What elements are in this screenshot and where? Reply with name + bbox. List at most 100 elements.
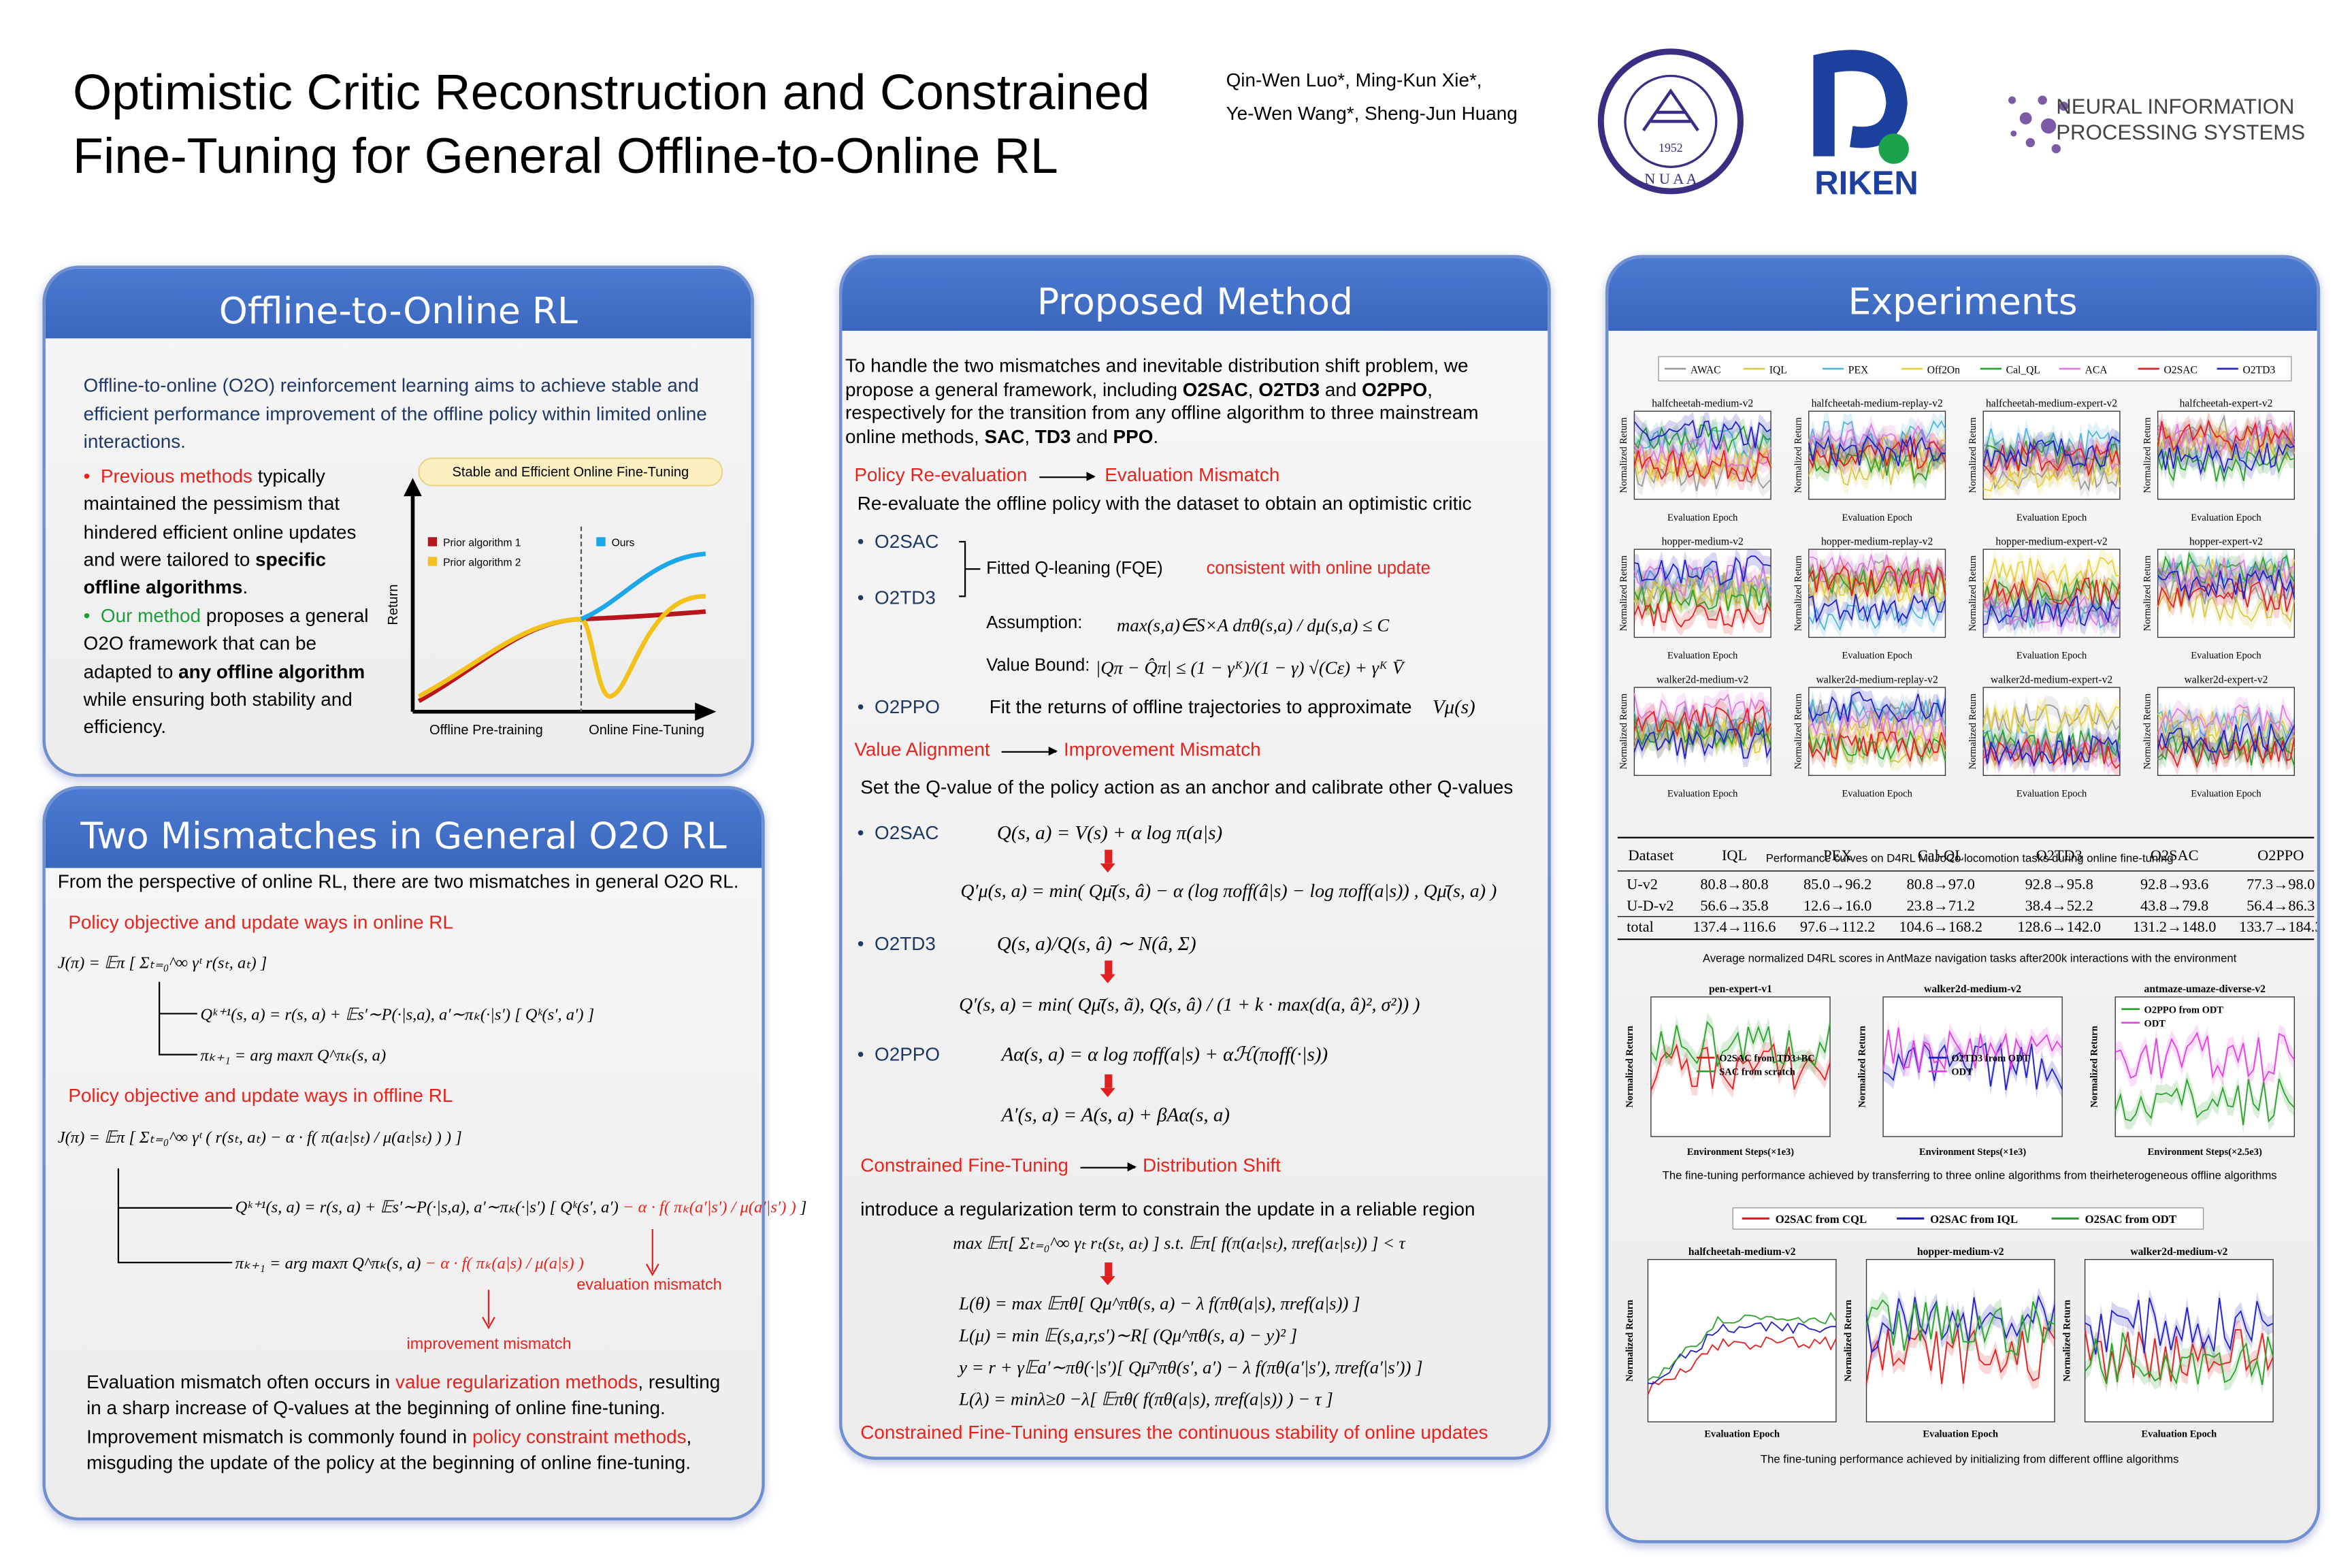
x-label: Evaluation Epoch [1842,651,1912,662]
curve-band [2157,696,2295,745]
curve [1982,577,2121,608]
curve [1808,691,1946,723]
plot-title: pen-expert-v1 [1709,983,1772,995]
curve-band [1808,591,1946,638]
y-label: Normalized Return [2142,693,2153,769]
y-label: Return [386,584,401,625]
curve-band [1634,416,1771,461]
arrow [1080,1162,1137,1172]
x-label: Evaluation Epoch [2191,651,2261,662]
decoration [2010,130,2017,137]
para-text: , resulting in a sharp increase of Q-val… [86,1371,721,1419]
x-label: Evaluation Epoch [2016,789,2087,800]
author-line: Qin-Wen Luo*, Ming-Kun Xie*, [1226,69,1482,91]
intro-bold: PPO [1113,425,1154,447]
curve [1982,702,2121,734]
method-name: O2TD3 [875,587,936,609]
x-label: Evaluation Epoch [1704,1429,1780,1440]
curve [1647,1311,1837,1381]
formula: y = r + γ𝔼a′∼πθ(·|s′)[ Qμ̄^πθ(s′, a′) − … [959,1356,1423,1378]
curve [2157,704,2296,738]
curve-prior2 [417,593,706,699]
curve [1648,1321,1836,1385]
curve [1982,461,2121,492]
bullet-text: proposes a general O2O framework that ca… [83,605,369,683]
table-cell: 80.8→80.8 [1700,876,1768,893]
curve [1650,1043,1831,1091]
curve [1982,738,2121,770]
section-target: Distribution Shift [1142,1154,1281,1177]
note: consistent with online update [1206,559,1431,578]
table-cell: 77.3→98.0 [2247,876,2315,893]
neurips-mark [2008,95,2069,154]
section-heading: Policy objective and update ways in offl… [68,1085,453,1107]
curve [1982,703,2121,735]
legend-label: ODT [2144,1018,2166,1029]
authors: Qin-Wen Luo*, Ming-Kun Xie*, Ye-Wen Wang… [1226,64,1518,131]
formula: J(π) = 𝔼π [ Σₜ₌₀^∞ γᵗ r(sₜ, aₜ) ] [57,954,267,973]
curve-band [1808,423,1946,473]
concept-figure: Stable and Efficient Online Fine-Tuning … [386,457,723,738]
curve [1982,595,2121,628]
bracket [959,540,981,598]
bullet: • Our method proposes a general O2O fram… [84,602,387,741]
bracket [117,1168,233,1264]
intro-text: To handle the two mismatches and inevita… [845,355,1469,400]
text: Fitted Q-leaning (FQE) [986,559,1163,578]
plot-title: hopper-medium-v2 [1917,1246,2004,1258]
x-label: Evaluation Epoch [1667,651,1738,662]
y-label: Normalized Return [1793,693,1804,769]
curve-band [2157,412,2295,459]
legend-frame [1732,1207,2204,1230]
curve [1633,436,1771,470]
table-cell: 23.8→71.2 [1907,897,1975,914]
figure-title: Stable and Efficient Online Fine-Tuning [453,465,689,480]
curve-band [1983,728,2120,776]
y-label: Normalized Return [1793,555,1804,631]
section-target: Evaluation Mismatch [1105,464,1280,486]
curve [1633,693,1771,724]
plot-frame [2114,996,2295,1137]
plot-frame [1647,1258,1837,1422]
curve-band [2157,411,2295,456]
method-name: O2PPO [875,1044,941,1066]
intro-text: and [1071,425,1113,447]
curve-band [2115,1024,2295,1090]
curve [2157,738,2296,769]
intro-text: , [1024,425,1035,447]
formula-part: − α · f( πₖ(a|s) / μ(a|s) ) [425,1254,584,1273]
x-arrow [695,702,717,721]
table-cell: 56.6→35.8 [1700,897,1768,914]
legend-label: IQL [1769,365,1787,376]
decoration: • O2PPO [857,696,941,718]
plot-title: hopper-medium-replay-v2 [1821,536,1933,547]
intro-bold: TD3 [1034,425,1071,447]
panel-mismatch: Two Mismatches in General O2O RL [42,785,765,1521]
formula: Q′(s, a) = min( Qμ̄(s, ã), Q(s, â) / (1 … [959,994,1420,1015]
x-label: Environment Steps(×1e3) [1919,1147,2026,1158]
curve [1882,1042,2063,1090]
intro-bold: O2TD3 [1258,378,1320,400]
formula: L(θ) = max 𝔼πθ[ Qμ^πθ(s, a) − λ f(πθ(a|s… [959,1292,1360,1314]
curve-band [1650,1035,1831,1100]
y-label: Normalized Return [1618,416,1629,493]
x-label: Evaluation Epoch [1667,512,1738,523]
down-arrow [1100,1262,1115,1286]
para-highlight: policy constraint methods [472,1426,687,1448]
curve [1982,735,2121,767]
decoration [482,1290,495,1330]
decoration [2051,144,2061,154]
curve [2085,1297,2274,1355]
legend-swatch [427,557,438,566]
formula: L(λ) = minλ≥0 −λ[ 𝔼πθ( f(πθ(a|s), πref(a… [959,1388,1333,1410]
intro-bold: SAC [984,425,1025,447]
x-label: Evaluation Epoch [2191,789,2261,800]
formula: L(μ) = min 𝔼(s,a,r,s′)∼R[ (Qμ^πθ(s, a) −… [959,1324,1298,1346]
panel-o2o: Offline-to-Online RL [42,265,755,777]
title-line: Optimistic Critic Reconstruction and Con… [73,63,1150,120]
table-cell: 92.8→93.6 [2140,876,2208,893]
curve [1982,598,2121,632]
curve-band [2157,728,2295,776]
bullet-bold: any offline algorithm [178,661,365,683]
